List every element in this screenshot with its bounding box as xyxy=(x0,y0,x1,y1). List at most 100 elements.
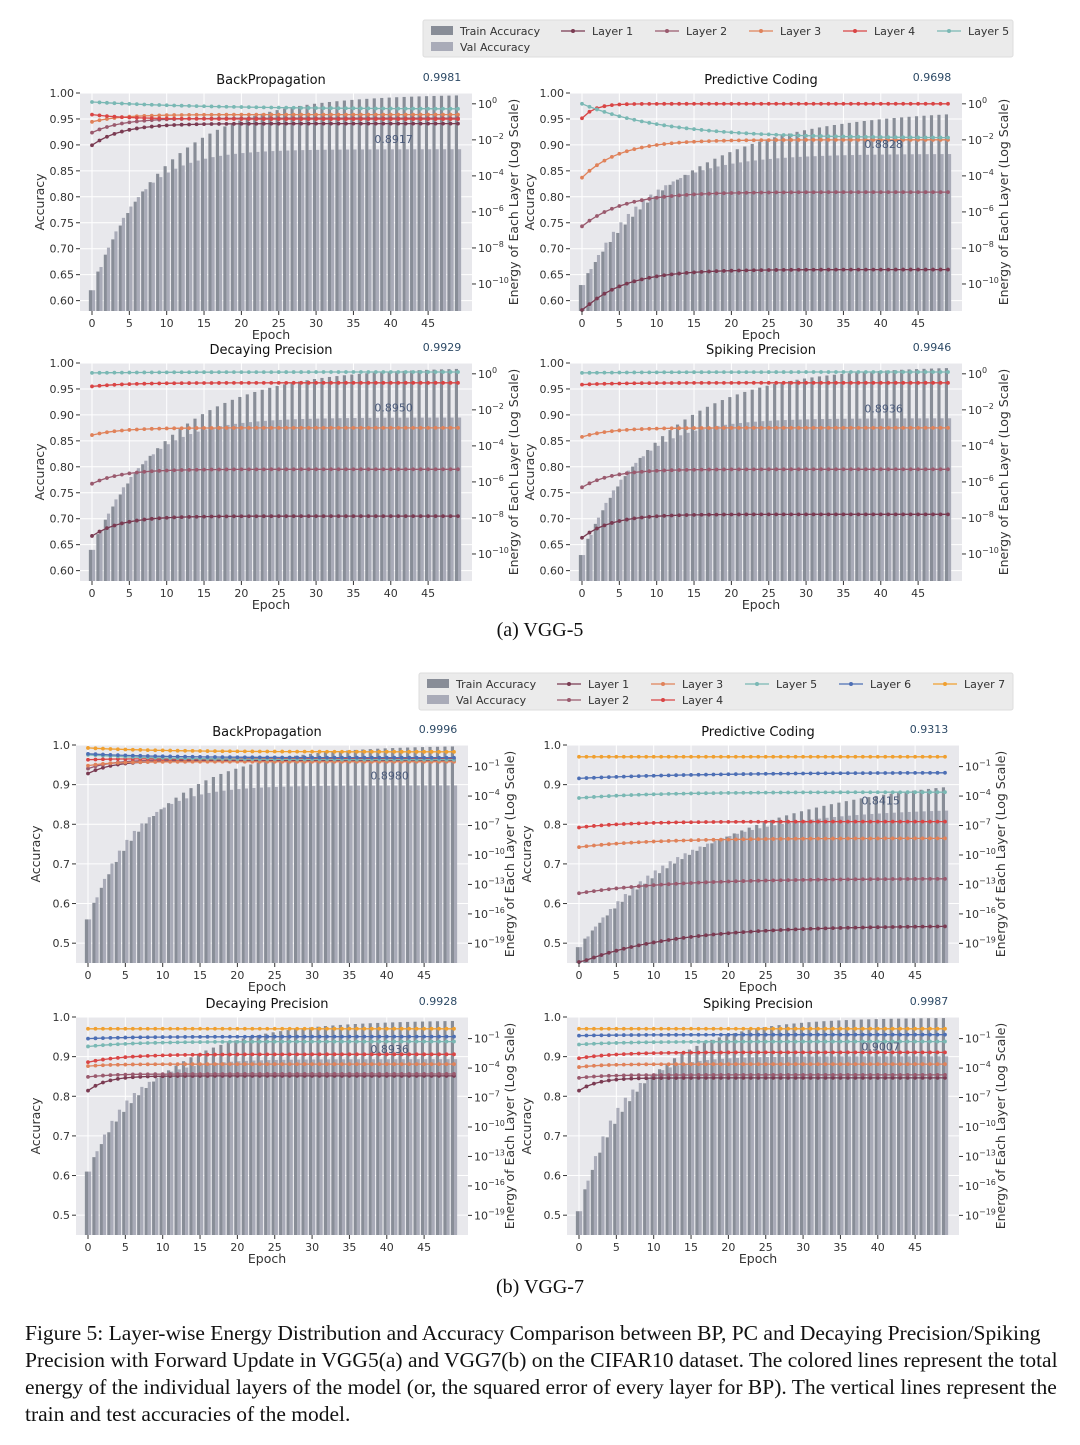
layer-6-point xyxy=(429,755,434,760)
layer-3-point xyxy=(422,1062,427,1067)
legend-line-marker xyxy=(853,29,857,33)
layer-2-point xyxy=(291,467,296,472)
layer-7-point xyxy=(340,1026,344,1031)
train-accuracy-bar xyxy=(765,139,769,311)
layer-4-point xyxy=(198,1052,202,1057)
layer-1-point xyxy=(239,514,244,519)
train-accuracy-bar xyxy=(260,389,264,581)
layer-3-point xyxy=(205,1062,210,1067)
layer-7-point xyxy=(853,754,858,759)
train-accuracy-bar xyxy=(208,410,212,581)
layer-4-point xyxy=(202,381,206,385)
layer-6-point xyxy=(920,1032,925,1037)
layer-2-point xyxy=(325,1072,329,1076)
layer-5-point xyxy=(112,101,117,106)
layer-4-point xyxy=(856,380,861,385)
layer-1-point xyxy=(733,930,738,935)
train-accuracy-bar xyxy=(365,373,369,581)
layer-6-point xyxy=(741,1032,746,1037)
layer-1-point xyxy=(595,526,599,531)
layer-7-point xyxy=(295,749,300,754)
layer-3-point xyxy=(878,137,883,142)
layer-6-point xyxy=(138,753,143,758)
train-accuracy-bar xyxy=(144,1088,148,1235)
train-final-accuracy-label: 0.9981 xyxy=(423,71,462,84)
train-accuracy-bar xyxy=(926,1018,931,1235)
layer-2-point xyxy=(97,127,102,132)
layer-6-point xyxy=(890,1032,895,1037)
layer-4-point xyxy=(142,116,147,120)
layer-5-point xyxy=(669,124,674,129)
layer-1-point xyxy=(358,514,363,519)
legend-bar-swatch xyxy=(427,679,449,688)
layer-2-point xyxy=(246,467,251,472)
train-accuracy-bar xyxy=(178,153,182,311)
layer-7-point xyxy=(429,1026,434,1031)
layer-3-point xyxy=(834,137,838,142)
x-tick-label: 10 xyxy=(650,317,664,330)
layer-2-point xyxy=(659,882,664,887)
layer-3-point xyxy=(719,1062,723,1067)
layer-1-point xyxy=(639,277,644,282)
layer-3-point xyxy=(935,1062,940,1067)
y-axis-label: Accuracy xyxy=(28,1097,43,1155)
layer-5-point xyxy=(801,1039,805,1044)
val-accuracy-bar xyxy=(604,502,608,581)
layer-2-point xyxy=(863,190,868,195)
y2-axis-label: Energy of Each Layer (Log Scale) xyxy=(993,751,1008,958)
layer-3-point xyxy=(863,425,868,430)
layer-1-point xyxy=(202,122,206,127)
layer-5-point xyxy=(172,103,177,108)
layer-5-point xyxy=(863,135,868,139)
layer-6-point xyxy=(726,1032,731,1037)
layer-3-point xyxy=(115,760,120,765)
layer-3-point xyxy=(689,1062,693,1067)
layer-3-point xyxy=(287,1062,292,1067)
layer-5-point xyxy=(224,370,229,375)
train-accuracy-bar xyxy=(402,96,406,311)
layer-5-point xyxy=(811,370,816,374)
layer-6-point xyxy=(145,1035,150,1040)
val-accuracy-bar xyxy=(731,423,735,581)
train-final-accuracy-label: 0.9929 xyxy=(423,341,462,354)
layer-5-point xyxy=(943,1039,947,1044)
val-accuracy-bar xyxy=(738,422,742,581)
legend-line-marker xyxy=(665,29,669,33)
layer-4-point xyxy=(729,101,734,106)
val-accuracy-bar xyxy=(297,1059,301,1235)
y2-axis-label: Energy of Each Layer (Log Scale) xyxy=(502,751,517,958)
layer-5-point xyxy=(123,1041,128,1046)
layer-3-point xyxy=(748,1062,753,1067)
layer-2-point xyxy=(669,194,674,198)
layer-3-point xyxy=(908,425,913,430)
val-accuracy-bar xyxy=(646,875,650,963)
layer-7-point xyxy=(771,1026,776,1031)
train-accuracy-bar xyxy=(84,1171,88,1235)
layer-2-point xyxy=(908,467,913,472)
layer-2-point xyxy=(632,470,637,475)
layer-5-point xyxy=(759,132,764,136)
layer-4-point xyxy=(265,1052,270,1057)
layer-5-point xyxy=(875,790,880,795)
layer-1-point xyxy=(729,268,734,273)
train-accuracy-bar xyxy=(586,273,590,311)
layer-4-point xyxy=(886,101,891,106)
val-accuracy-bar xyxy=(907,1056,911,1235)
val-accuracy-bar xyxy=(582,285,586,311)
layer-7-point xyxy=(636,1026,641,1031)
x-tick-label: 35 xyxy=(836,587,850,600)
layer-2-point xyxy=(908,190,913,195)
train-accuracy-bar xyxy=(792,813,796,963)
val-accuracy-bar xyxy=(226,424,230,581)
train-accuracy-bar xyxy=(620,901,624,963)
val-accuracy-bar xyxy=(653,870,657,963)
train-accuracy-bar xyxy=(219,1044,223,1235)
layer-5-point xyxy=(433,370,438,374)
val-accuracy-bar xyxy=(945,810,949,963)
layer-1-point xyxy=(291,514,296,519)
layer-7-point xyxy=(213,1026,217,1031)
y2-tick-label: 10−19 xyxy=(965,935,996,950)
layer-4-point xyxy=(606,822,611,827)
y-axis-label: Accuracy xyxy=(519,1097,534,1155)
layer-1-point xyxy=(793,1075,798,1080)
